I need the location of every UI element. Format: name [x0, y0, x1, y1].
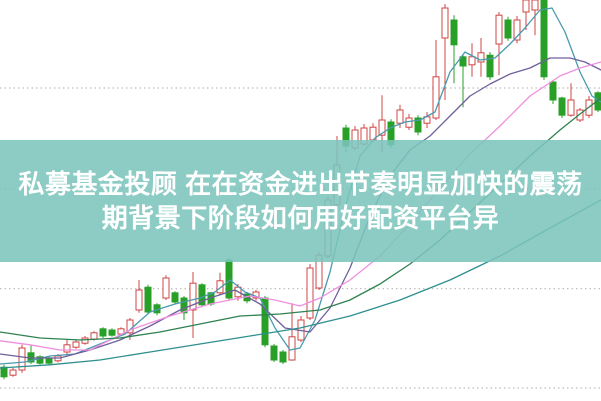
ma-line-ma10: [0, 57, 601, 359]
headline-line-2: 期背景下阶段如何用好配资平台异: [101, 203, 500, 233]
headline-line-1: 私募基金投顾 在在资金进出节奏明显加快的震荡: [18, 169, 583, 199]
ma-line-ma20: [0, 61, 601, 351]
headline-overlay-band: 私募基金投顾 在在资金进出节奏明显加快的震荡 期背景下阶段如何用好配资平台异: [0, 140, 601, 262]
